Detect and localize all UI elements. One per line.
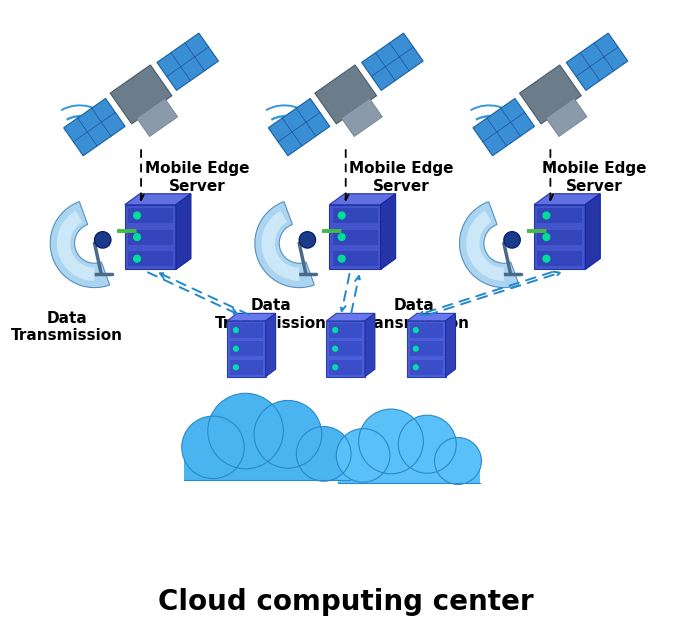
Polygon shape — [410, 323, 443, 338]
Polygon shape — [410, 341, 443, 356]
Circle shape — [208, 393, 284, 469]
Circle shape — [336, 429, 390, 482]
Polygon shape — [365, 313, 375, 377]
Polygon shape — [229, 360, 263, 375]
Text: Data
Transmission: Data Transmission — [215, 298, 327, 331]
Circle shape — [297, 427, 351, 481]
Polygon shape — [473, 98, 534, 156]
Polygon shape — [128, 229, 173, 245]
Wedge shape — [57, 211, 95, 281]
Circle shape — [233, 346, 239, 352]
Polygon shape — [64, 98, 125, 156]
Circle shape — [332, 346, 338, 352]
Polygon shape — [546, 98, 587, 136]
Polygon shape — [341, 98, 382, 136]
Circle shape — [133, 233, 141, 241]
Polygon shape — [519, 65, 582, 124]
Wedge shape — [50, 202, 110, 288]
Wedge shape — [255, 202, 314, 288]
Polygon shape — [534, 194, 600, 205]
Circle shape — [182, 416, 245, 478]
Polygon shape — [362, 33, 423, 90]
Circle shape — [332, 327, 338, 333]
Polygon shape — [136, 98, 177, 136]
Polygon shape — [381, 194, 396, 270]
Polygon shape — [332, 208, 377, 223]
Polygon shape — [332, 229, 377, 245]
Text: Mobile Edge
Server: Mobile Edge Server — [145, 161, 249, 194]
Text: Mobile Edge
Server: Mobile Edge Server — [349, 161, 453, 194]
Circle shape — [133, 255, 141, 263]
Polygon shape — [269, 98, 329, 156]
Circle shape — [233, 327, 239, 333]
Circle shape — [332, 364, 338, 371]
Polygon shape — [110, 65, 172, 124]
Polygon shape — [329, 194, 396, 205]
Polygon shape — [407, 313, 456, 321]
Circle shape — [412, 346, 419, 352]
Polygon shape — [566, 33, 627, 90]
Polygon shape — [266, 313, 275, 377]
Circle shape — [233, 364, 239, 371]
Polygon shape — [184, 447, 350, 480]
Circle shape — [299, 232, 316, 248]
Circle shape — [412, 327, 419, 333]
Circle shape — [412, 364, 419, 371]
Polygon shape — [128, 251, 173, 266]
Text: Mobile Edge
Server: Mobile Edge Server — [542, 161, 646, 194]
Wedge shape — [262, 211, 299, 281]
Polygon shape — [329, 341, 362, 356]
Circle shape — [359, 409, 423, 474]
Polygon shape — [157, 33, 219, 90]
Polygon shape — [585, 194, 600, 270]
Polygon shape — [338, 455, 480, 483]
Polygon shape — [445, 313, 456, 377]
Polygon shape — [410, 360, 443, 375]
Circle shape — [504, 232, 520, 248]
Polygon shape — [125, 194, 191, 205]
Circle shape — [95, 232, 111, 248]
Polygon shape — [125, 205, 176, 270]
Polygon shape — [534, 205, 585, 270]
Circle shape — [338, 211, 346, 219]
Circle shape — [338, 255, 346, 263]
Polygon shape — [329, 323, 362, 338]
Circle shape — [398, 415, 456, 473]
Polygon shape — [537, 251, 582, 266]
Text: Data
Transmission: Data Transmission — [10, 311, 123, 343]
Text: Data
Transmission: Data Transmission — [358, 298, 470, 331]
Circle shape — [543, 211, 551, 219]
Polygon shape — [227, 313, 275, 321]
Circle shape — [543, 255, 551, 263]
Polygon shape — [329, 360, 362, 375]
Circle shape — [133, 211, 141, 219]
Circle shape — [338, 233, 346, 241]
Polygon shape — [332, 251, 377, 266]
Polygon shape — [176, 194, 191, 270]
Polygon shape — [229, 323, 263, 338]
Wedge shape — [460, 202, 519, 288]
Polygon shape — [227, 321, 266, 377]
Polygon shape — [407, 321, 445, 377]
Circle shape — [254, 401, 322, 468]
Polygon shape — [329, 205, 381, 270]
Text: Cloud computing center: Cloud computing center — [158, 587, 534, 616]
Polygon shape — [315, 65, 377, 124]
Circle shape — [434, 437, 482, 485]
Polygon shape — [229, 341, 263, 356]
Wedge shape — [466, 211, 504, 281]
Polygon shape — [128, 208, 173, 223]
Polygon shape — [327, 313, 375, 321]
Polygon shape — [537, 229, 582, 245]
Polygon shape — [537, 208, 582, 223]
Circle shape — [543, 233, 551, 241]
Polygon shape — [327, 321, 365, 377]
